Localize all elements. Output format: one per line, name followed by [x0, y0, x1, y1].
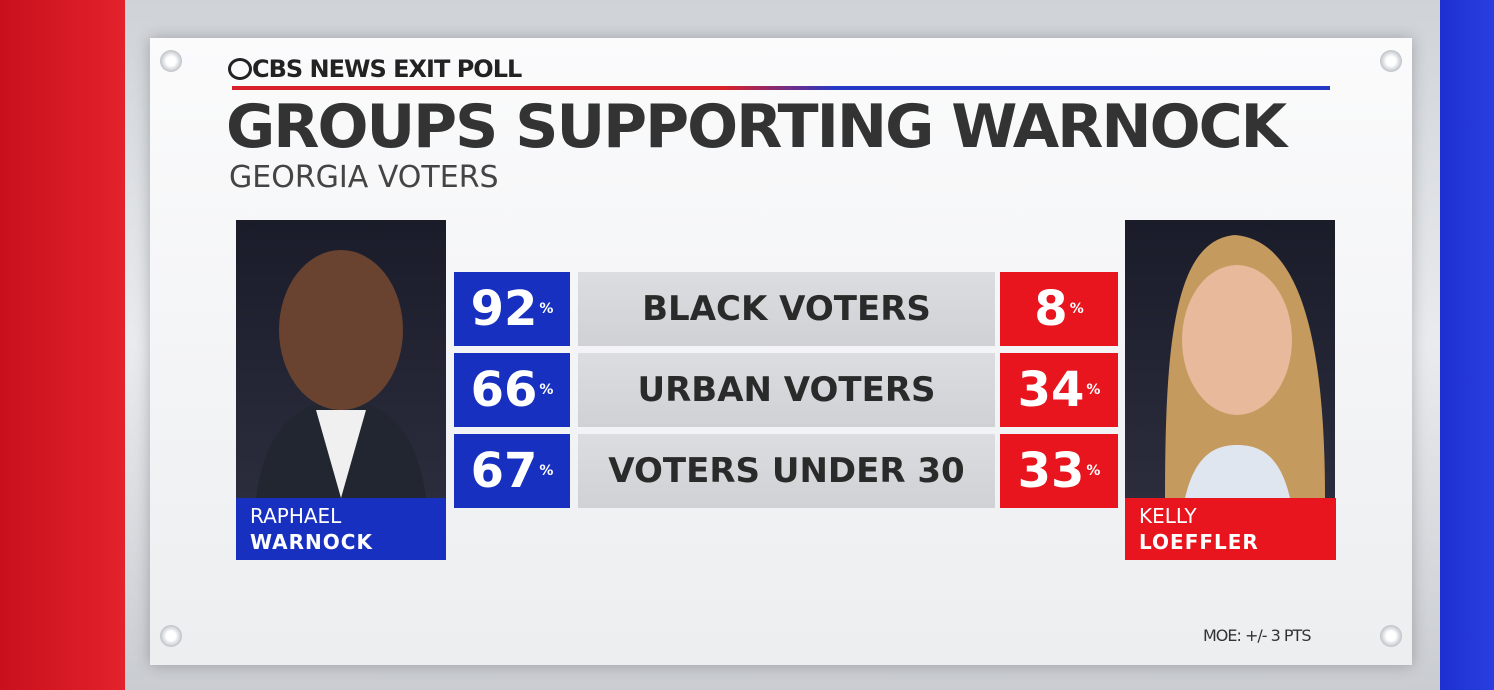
- result-cell: 67%: [454, 434, 570, 508]
- name-box: RAPHAEL WARNOCK: [236, 498, 446, 560]
- first-name: RAPHAEL: [250, 504, 342, 528]
- last-name: WARNOCK: [250, 530, 373, 554]
- percent-value: 8: [1034, 281, 1068, 337]
- percent-sign: %: [1086, 463, 1101, 479]
- percent-sign: %: [539, 382, 554, 398]
- bolt: [160, 50, 182, 72]
- portrait: [1165, 235, 1325, 498]
- name-box: KELLY LOEFFLER: [1125, 498, 1336, 560]
- title: GROUPS SUPPORTING WARNOCK: [226, 92, 1287, 162]
- group-label: VOTERS UNDER 30: [578, 434, 995, 508]
- result-cell: 34%: [1000, 353, 1118, 427]
- candidate-photo: [1125, 220, 1335, 498]
- percent-sign: %: [1086, 382, 1101, 398]
- bolt: [1380, 50, 1402, 72]
- bolt: [160, 625, 182, 647]
- subtitle: GEORGIA VOTERS: [229, 160, 499, 195]
- last-name: LOEFFLER: [1139, 530, 1259, 554]
- first-name: KELLY: [1139, 504, 1197, 528]
- bolt: [1380, 625, 1402, 647]
- blue-band: [1440, 0, 1494, 690]
- portrait: [256, 250, 426, 498]
- percent-value: 34: [1017, 362, 1085, 418]
- result-cell: 33%: [1000, 434, 1118, 508]
- percent-sign: %: [1069, 301, 1084, 317]
- rule: [232, 86, 1330, 90]
- group-label: URBAN VOTERS: [578, 353, 995, 427]
- percent-value: 92: [470, 281, 538, 337]
- percent-sign: %: [539, 463, 554, 479]
- red-band: [0, 0, 125, 690]
- brand: CBS NEWS EXIT POLL: [252, 55, 522, 83]
- candidate-photo: [236, 220, 446, 498]
- result-cell: 92%: [454, 272, 570, 346]
- percent-value: 67: [470, 443, 538, 499]
- percent-value: 33: [1017, 443, 1085, 499]
- footnote: MOE: +/- 3 PTS: [1203, 626, 1311, 645]
- group-label: BLACK VOTERS: [578, 272, 995, 346]
- result-cell: 66%: [454, 353, 570, 427]
- percent-value: 66: [470, 362, 538, 418]
- logo: [228, 58, 252, 80]
- result-cell: 8%: [1000, 272, 1118, 346]
- percent-sign: %: [539, 301, 554, 317]
